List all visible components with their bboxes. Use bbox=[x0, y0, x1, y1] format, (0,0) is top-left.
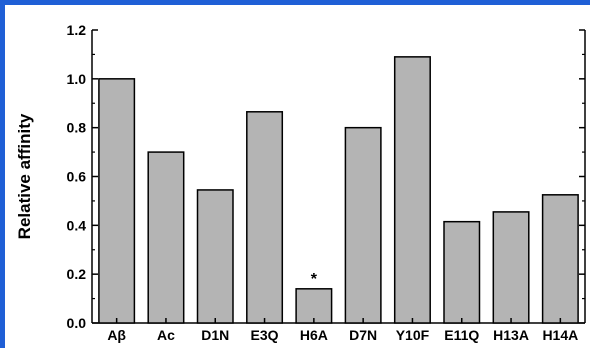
x-tick-label: D7N bbox=[349, 327, 377, 343]
y-tick-label: 0.2 bbox=[67, 266, 87, 282]
bar-chart: 0.0 0.2 0.4 0.6 0.8 1.0 1.2 * Aβ Ac D1N E3Q H6A D7N… bbox=[15, 22, 586, 343]
bar-E11Q bbox=[443, 220, 481, 324]
x-axis: Aβ Ac D1N E3Q H6A D7N Y10F E11Q H13A H14A bbox=[107, 318, 578, 343]
bar-D1N bbox=[196, 189, 234, 324]
significance-marker: * bbox=[311, 271, 318, 288]
y-tick-label: 1.2 bbox=[67, 22, 87, 38]
x-tick-label: E3Q bbox=[251, 327, 279, 343]
y-axis: 0.0 0.2 0.4 0.6 0.8 1.0 1.2 bbox=[67, 22, 585, 331]
y-tick-label: 0.8 bbox=[67, 120, 87, 136]
bar-H13A bbox=[492, 211, 530, 324]
bar-H14A bbox=[541, 194, 579, 324]
bar-Y10F bbox=[393, 56, 431, 324]
bars: * bbox=[98, 56, 579, 324]
x-tick-label: E11Q bbox=[444, 327, 479, 343]
bar-Aβ bbox=[98, 78, 136, 324]
x-tick-label: Aβ bbox=[107, 327, 126, 343]
y-axis-title: Relative affinity bbox=[15, 113, 34, 239]
y-tick-label: 1.0 bbox=[67, 71, 87, 87]
x-tick-label: D1N bbox=[201, 327, 229, 343]
x-tick-label: H13A bbox=[493, 327, 529, 343]
bar-H6A bbox=[295, 288, 333, 324]
y-tick-label: 0.0 bbox=[67, 315, 87, 331]
bar-D7N bbox=[344, 126, 382, 324]
x-tick-label: Y10F bbox=[396, 327, 430, 343]
x-tick-label: H14A bbox=[542, 327, 578, 343]
x-tick-label: Ac bbox=[157, 327, 175, 343]
x-tick-label: H6A bbox=[300, 327, 328, 343]
bar-Ac bbox=[147, 151, 185, 324]
y-tick-label: 0.6 bbox=[67, 169, 87, 185]
bar-E3Q bbox=[246, 111, 284, 324]
y-tick-label: 0.4 bbox=[67, 217, 87, 233]
